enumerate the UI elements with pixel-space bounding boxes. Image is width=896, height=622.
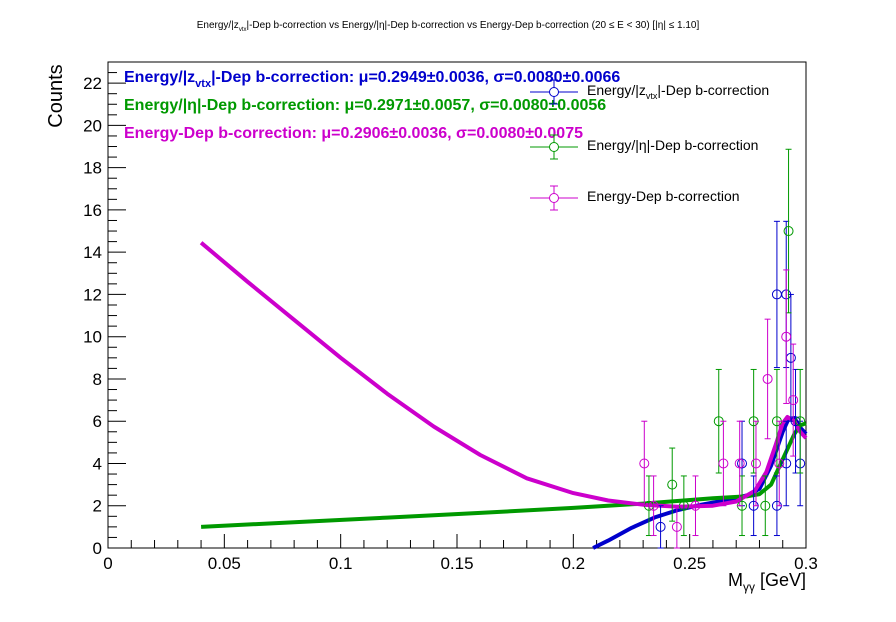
y-tick-label: 14 [83, 243, 102, 262]
x-axis-label-unit: [GeV] [755, 570, 806, 590]
x-axis-label: Mγγ [GeV] [728, 570, 806, 594]
y-tick-label: 12 [83, 285, 102, 304]
chart-title-sub: vtx [239, 27, 247, 33]
data-point-energy [639, 420, 650, 507]
chart-title-part1: Energy/|z [197, 20, 239, 31]
fit-annotation-zvtx: Energy/|zvtx|-Dep b-correction: μ=0.2949… [124, 69, 620, 90]
x-tick-label: 0.2 [562, 554, 586, 573]
fit-curve-energy [199, 241, 808, 509]
y-tick-label: 22 [83, 74, 102, 93]
y-tick-label: 0 [93, 539, 102, 558]
legend: Energy/|zvtx|-Dep b-correction Energy/|η… [530, 79, 769, 211]
fit-curve-zvtx [592, 416, 808, 550]
x-tick-label: 0.25 [673, 554, 706, 573]
legend-entry-energy: Energy-Dep b-correction [530, 185, 740, 211]
y-tick-label: 4 [93, 454, 102, 473]
fit-annotations: Energy/|zvtx|-Dep b-correction: μ=0.2949… [124, 69, 620, 142]
data-point-zvtx [771, 220, 782, 369]
x-axis-label-sub: γγ [743, 580, 755, 594]
data-point-eta [795, 368, 806, 474]
fit-curves [199, 241, 808, 550]
y-tick-label: 10 [83, 328, 102, 347]
data-point-eta [760, 475, 771, 537]
y-axis: 0 2 4 6 8 10 12 14 16 18 20 22 [83, 61, 126, 558]
fit-annotation-eta: Energy/|η|-Dep b-correction: μ=0.2971±0.… [124, 97, 606, 114]
legend-marker-eta [549, 142, 559, 152]
data-point-energy [762, 318, 773, 440]
y-tick-label: 18 [83, 159, 102, 178]
y-tick-label: 2 [93, 497, 102, 516]
data-point-energy [774, 420, 785, 507]
legend-label-eta: Energy/|η|-Dep b-correction [587, 137, 758, 153]
legend-entry-zvtx: Energy/|zvtx|-Dep b-correction [530, 79, 769, 105]
data-point-zvtx [655, 505, 666, 549]
data-point-zvtx [785, 293, 796, 422]
y-tick-label: 16 [83, 201, 102, 220]
legend-entry-eta: Energy/|η|-Dep b-correction [530, 134, 758, 160]
data-point-energy [750, 420, 761, 507]
x-tick-label: 0 [103, 554, 112, 573]
x-tick-label: 0.3 [794, 554, 818, 573]
legend-marker-energy [549, 193, 559, 203]
y-tick-label: 8 [93, 370, 102, 389]
legend-marker-zvtx [549, 87, 559, 97]
y-axis-label: Counts [45, 64, 67, 127]
data-point-energy [648, 475, 659, 537]
x-tick-label: 0.15 [440, 554, 473, 573]
data-points [639, 148, 806, 549]
legend-label-zvtx: Energy/|zvtx|-Dep b-correction [587, 82, 769, 101]
data-point-energy [671, 505, 682, 549]
data-point-eta [667, 447, 678, 522]
y-tick-label: 20 [83, 116, 102, 135]
chart-title-part2: |-Dep b-correction vs Energy/|η|-Dep b-c… [246, 20, 699, 31]
data-point-energy [734, 420, 745, 507]
data-point-energy [690, 475, 701, 537]
data-point-eta [783, 148, 794, 314]
legend-label-energy: Energy-Dep b-correction [587, 188, 740, 204]
chart-title: Energy/|zvtx|-Dep b-correction vs Energy… [197, 20, 700, 33]
data-point-energy [788, 343, 799, 457]
x-axis: 0 0.05 0.1 0.15 0.2 0.25 0.3 [103, 534, 818, 573]
x-axis-label-main: M [728, 570, 743, 590]
fit-curve-eta [200, 421, 807, 529]
x-tick-label: 0.05 [208, 554, 241, 573]
data-point-energy [781, 269, 792, 404]
data-point-energy [718, 420, 729, 507]
x-tick-label: 0.1 [329, 554, 353, 573]
fit-annotation-energy: Energy-Dep b-correction: μ=0.2906±0.0036… [124, 125, 583, 142]
y-tick-label: 6 [93, 412, 102, 431]
